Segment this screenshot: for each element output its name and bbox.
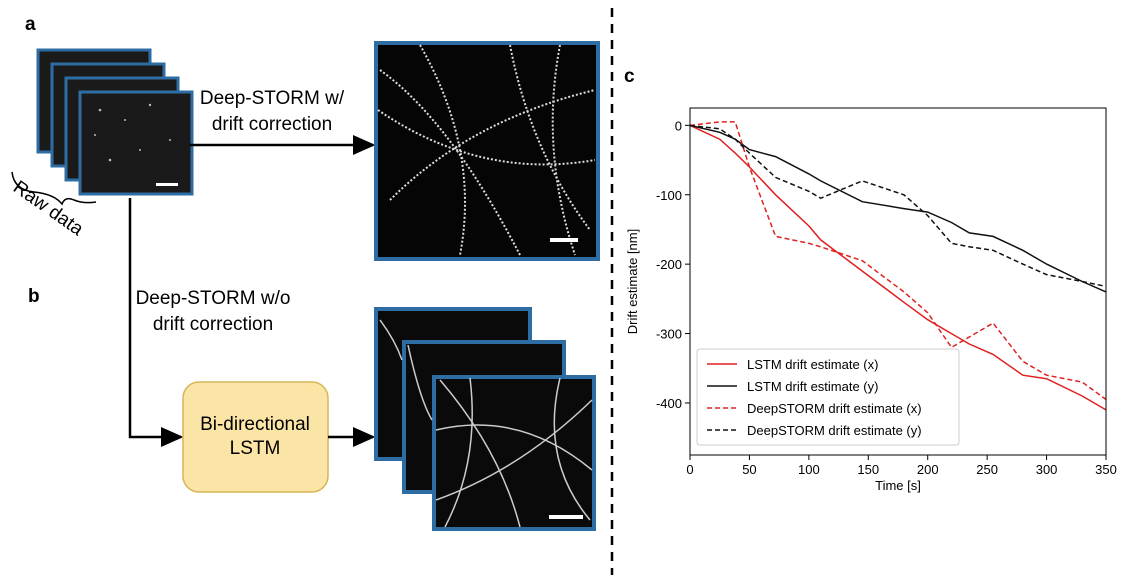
y-tick-label: -400 [656, 396, 682, 411]
scale-bar [550, 238, 578, 242]
legend-label: DeepSTORM drift estimate (y) [747, 423, 922, 438]
x-tick-label: 250 [976, 462, 998, 477]
x-tick-label: 350 [1095, 462, 1117, 477]
scale-bar [156, 183, 178, 186]
reconstruction-image [376, 43, 598, 259]
lstm-box [183, 382, 328, 492]
box-text: LSTM [230, 438, 281, 459]
box-text: Bi-directional [200, 414, 310, 435]
figure: a b c Raw data Deep-STORM w/ drift corre… [0, 0, 1123, 575]
legend-label: LSTM drift estimate (x) [747, 357, 878, 372]
output-stack [376, 309, 594, 529]
x-tick-label: 200 [917, 462, 939, 477]
x-tick-label: 150 [857, 462, 879, 477]
arrow-text: drift correction [212, 114, 332, 135]
x-tick-label: 0 [686, 462, 693, 477]
panel-label: a [25, 14, 36, 35]
y-tick-label: -200 [656, 257, 682, 272]
raw-data-stack [38, 50, 192, 194]
panel-label: c [624, 66, 635, 87]
y-tick-label: -300 [656, 327, 682, 342]
x-tick-label: 100 [798, 462, 820, 477]
y-tick-label: -100 [656, 188, 682, 203]
panel-label: b [28, 286, 40, 307]
legend-label: LSTM drift estimate (y) [747, 379, 878, 394]
arrow-text: drift correction [153, 314, 273, 335]
arrow-text: Deep-STORM w/ [200, 88, 345, 109]
raw-data-label: Raw data [9, 177, 87, 240]
x-tick-label: 50 [742, 462, 756, 477]
legend-label: DeepSTORM drift estimate (x) [747, 401, 922, 416]
series-line [690, 125, 1106, 292]
x-tick-label: 300 [1036, 462, 1058, 477]
arrow-text: Deep-STORM w/o [136, 288, 291, 309]
y-tick-label: 0 [675, 118, 682, 133]
x-axis-label: Time [s] [875, 478, 921, 493]
scale-bar [549, 515, 583, 519]
y-axis-label: Drift estimate [nm] [625, 229, 640, 334]
chart: 0 -100 -200 -300 -400 0 50 100 150 200 250 300 350 Ti… [625, 108, 1117, 493]
